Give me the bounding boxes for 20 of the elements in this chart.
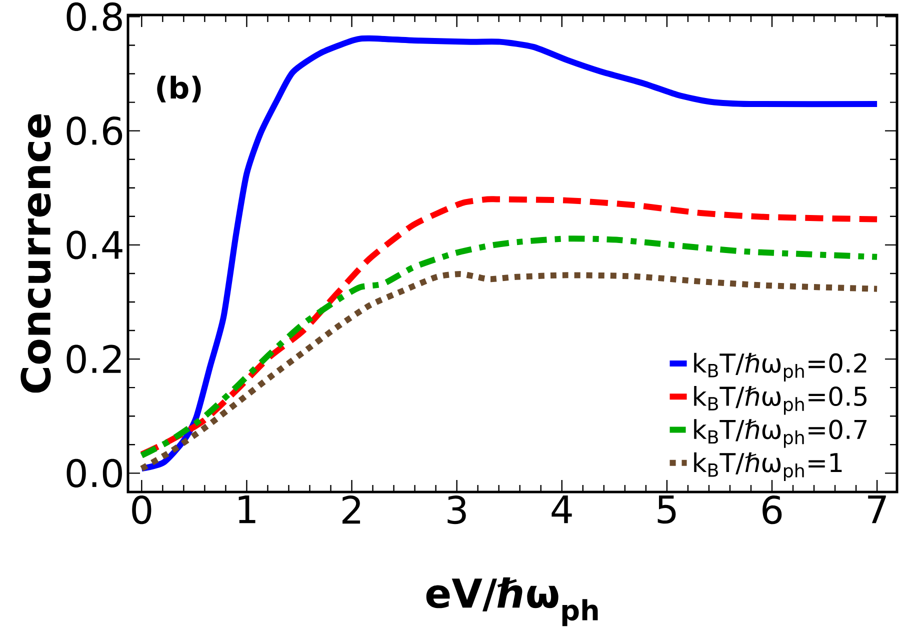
y-tick-label: 0.8: [66, 2, 122, 32]
x-tick-label: 0: [132, 496, 152, 524]
x-tick-label: 6: [762, 496, 782, 524]
x-tick-label: 3: [448, 496, 466, 524]
legend-label: k$_{B}$T/ℏω$_{ph}$=1: [694, 452, 842, 482]
legend-label: k$_{B}$T/ℏω$_{ph}$=0.2: [694, 352, 866, 382]
y-tick-label: 0.0: [66, 458, 122, 488]
legend-label: k$_{B}$T/ℏω$_{ph}$=0.7: [694, 419, 867, 448]
x-tick-label: 2: [342, 496, 360, 524]
x-tick-label: 4: [552, 496, 572, 524]
x-tick-label: 7: [868, 496, 886, 524]
x-tick-label: 1: [238, 496, 256, 524]
y-tick-label: 0.2: [66, 344, 121, 374]
y-tick-label: 0.6: [66, 116, 122, 146]
legend-label: k$_{B}$T/ℏω$_{ph}$=0.5: [694, 386, 866, 415]
x-tick-label: 5: [658, 496, 676, 524]
y-axis-title: Concurrence: [20, 114, 51, 393]
y-tick-label: 0.4: [66, 230, 122, 260]
annotation: (b): [157, 76, 201, 102]
x-axis-title: eV/ℏω$_{ph}$: [426, 577, 598, 626]
